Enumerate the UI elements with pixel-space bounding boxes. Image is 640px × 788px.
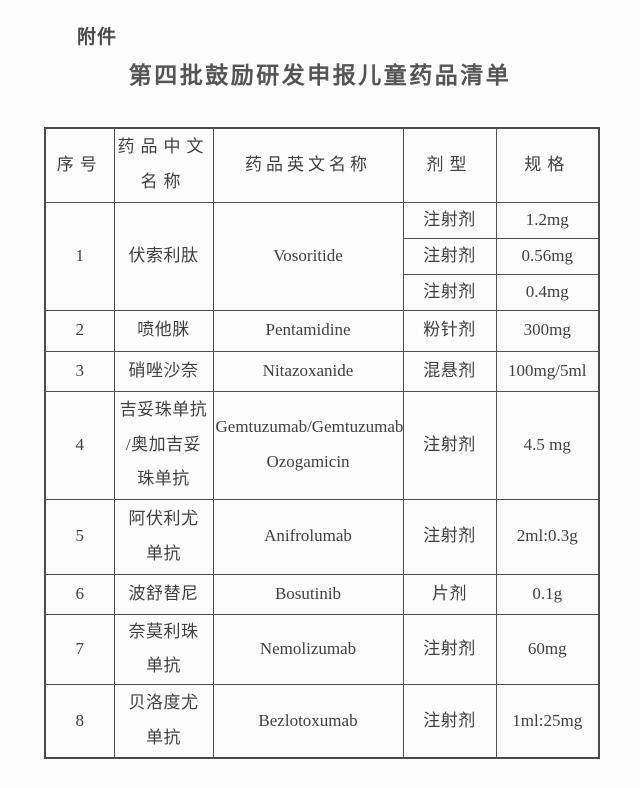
cell-form: 片剂 (402, 573, 497, 615)
cell-spec: 60mg (495, 613, 600, 686)
cell-cn-name: 喷他脒 (113, 309, 214, 352)
cell-form: 注射剂 (402, 201, 497, 239)
cell-en-name: Nemolizumab (212, 613, 404, 686)
cell-spec: 2ml:0.3g (495, 498, 600, 575)
cell-en-name: Vosoritide (212, 201, 404, 311)
cell-cn-name: 吉妥珠单抗 /奥加吉妥 珠单抗 (113, 390, 214, 500)
cell-form: 粉针剂 (402, 309, 497, 352)
cell-spec: 1.2mg (495, 201, 600, 239)
cell-form: 混悬剂 (402, 350, 497, 392)
cell-spec: 0.4mg (495, 273, 600, 311)
drug-list-table: 序号 药品中文 名称 药品英文名称 剂型 规格 1 伏索利肽 Vosoritid… (44, 127, 600, 759)
column-header-spec: 规格 (495, 127, 600, 203)
table-subrow: 注射剂 0.56mg (45, 237, 600, 275)
cell-no: 1 (44, 201, 115, 311)
cell-spec: 0.56mg (495, 237, 600, 275)
attachment-label: 附件 (77, 27, 118, 48)
cell-en-name: Pentamidine (212, 309, 404, 352)
cell-cn-name: 奈莫利珠 单抗 (113, 613, 214, 686)
cell-no: 8 (44, 684, 115, 759)
table-row: 4 吉妥珠单抗 /奥加吉妥 珠单抗 Gemtuzumab/Gemtuzumab … (44, 390, 600, 500)
cell-form: 注射剂 (402, 613, 497, 686)
cell-no: 2 (44, 309, 115, 352)
cell-no: 3 (44, 350, 115, 392)
cell-spec: 100mg/5ml (495, 350, 600, 392)
cell-en-name: Bosutinib (212, 573, 404, 615)
cell-spec: 300mg (495, 309, 600, 352)
cell-cn-name: 贝洛度尤 单抗 (113, 684, 214, 759)
cell-form: 注射剂 (402, 237, 497, 275)
table-row: 2 喷他脒 Pentamidine 粉针剂 300mg (44, 309, 600, 352)
table-header-row: 序号 药品中文 名称 药品英文名称 剂型 规格 (44, 127, 600, 203)
cell-no: 4 (44, 390, 115, 500)
table-row: 3 硝唑沙奈 Nitazoxanide 混悬剂 100mg/5ml (44, 350, 600, 392)
cell-en-name: Gemtuzumab/Gemtuzumab Ozogamicin (212, 390, 404, 500)
cell-no: 7 (44, 613, 115, 686)
table-row: 1 伏索利肽 Vosoritide 注射剂 1.2mg (44, 201, 600, 311)
column-header-form: 剂型 (402, 127, 497, 203)
table-row: 5 阿伏利尤 单抗 Anifrolumab 注射剂 2ml:0.3g (44, 498, 600, 575)
cell-form: 注射剂 (402, 390, 497, 500)
column-header-en-name: 药品英文名称 (212, 127, 404, 203)
cell-spec: 1ml:25mg (495, 684, 600, 759)
page-title: 第四批鼓励研发申报儿童药品清单 (128, 63, 512, 88)
table-subrow: 注射剂 0.4mg (45, 273, 600, 311)
cell-spec: 0.1g (495, 573, 600, 615)
cell-en-name: Anifrolumab (212, 498, 404, 575)
cell-en-name: Nitazoxanide (212, 350, 404, 392)
table-row: 7 奈莫利珠 单抗 Nemolizumab 注射剂 60mg (44, 613, 600, 686)
cell-no: 5 (44, 498, 115, 575)
cell-spec: 4.5 mg (495, 390, 600, 500)
cell-form: 注射剂 (402, 684, 497, 759)
column-header-cn-name: 药品中文 名称 (113, 127, 214, 203)
table-row: 6 波舒替尼 Bosutinib 片剂 0.1g (44, 573, 600, 615)
cell-cn-name: 伏索利肽 (113, 201, 214, 311)
cell-cn-name: 波舒替尼 (113, 573, 214, 615)
cell-cn-name: 阿伏利尤 单抗 (113, 498, 214, 575)
column-header-no: 序号 (44, 127, 115, 203)
cell-form: 注射剂 (402, 273, 497, 311)
cell-cn-name: 硝唑沙奈 (113, 350, 214, 392)
cell-en-name: Bezlotoxumab (212, 684, 404, 759)
table-row: 8 贝洛度尤 单抗 Bezlotoxumab 注射剂 1ml:25mg (44, 684, 600, 759)
cell-no: 6 (44, 573, 115, 615)
cell-form: 注射剂 (402, 498, 497, 575)
